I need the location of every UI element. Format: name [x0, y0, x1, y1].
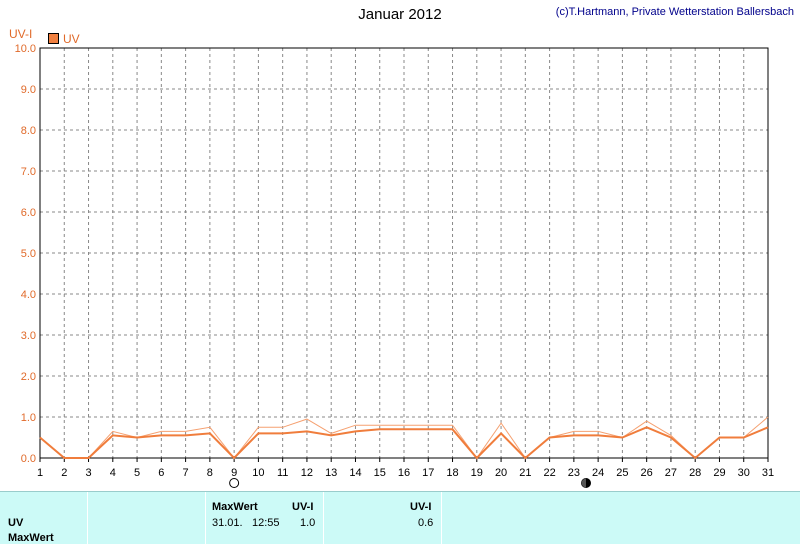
y-tick-label: 10.0	[15, 43, 36, 55]
x-tick-label: 3	[85, 467, 91, 479]
y-tick-label: 0.0	[21, 453, 36, 465]
y-axis: 0.0 1.0 2.0 3.0 4.0 5.0 6.0 7.0 8.0 9.0 10.0	[15, 43, 36, 465]
series-layer	[39, 416, 769, 460]
grid-layer	[39, 47, 769, 459]
maxwert-date: 31.01.	[212, 517, 243, 529]
y-tick-label: 2.0	[21, 371, 36, 383]
x-tick-label: 23	[568, 467, 580, 479]
x-axis: 1 2 3 4 5 6 7 8 9 10 11 12 13 14 15 16 17 18 19 20 21 22 23 24 2…	[37, 458, 774, 479]
legend: UV	[48, 32, 80, 46]
x-tick-label: 5	[134, 467, 140, 479]
maxwert-time: 12:55	[252, 517, 280, 529]
footer-value-column: UV-I 0.6	[324, 492, 442, 544]
x-tick-label: 21	[519, 467, 531, 479]
summary-table: UV MaxWert MaxWert UV-I 31.01. 12:55 1.0…	[0, 491, 800, 544]
y-tick-label: 3.0	[21, 330, 36, 342]
x-tick-label: 8	[207, 467, 213, 479]
x-tick-label: 25	[616, 467, 628, 479]
x-tick-label: 19	[471, 467, 483, 479]
footer-label-column: UV MaxWert	[0, 492, 88, 544]
x-tick-label: 22	[543, 467, 555, 479]
y-axis-label: UV-I	[9, 27, 33, 41]
moon-shade	[581, 478, 586, 488]
x-tick-label: 1	[37, 467, 43, 479]
y-tick-label: 8.0	[21, 125, 36, 137]
maxwert-header: MaxWert	[212, 501, 258, 513]
maxwert-value: 1.0	[300, 517, 316, 529]
row-label-uv: UV	[8, 517, 24, 529]
x-tick-label: 6	[158, 467, 164, 479]
full-moon-icon	[229, 478, 240, 488]
x-tick-label: 15	[374, 467, 386, 479]
y-tick-label: 9.0	[21, 84, 36, 96]
x-tick-label: 11	[277, 467, 288, 479]
x-tick-label: 18	[446, 467, 458, 479]
value-unit: UV-I	[410, 501, 432, 513]
x-tick-label: 2	[61, 467, 67, 479]
x-tick-label: 16	[398, 467, 410, 479]
legend-swatch	[48, 33, 59, 44]
row-label-maxwert: MaxWert	[8, 532, 54, 544]
x-tick-label: 12	[301, 467, 313, 479]
x-tick-label: 20	[495, 467, 507, 479]
moon-circle	[229, 478, 240, 488]
x-tick-label: 13	[325, 467, 337, 479]
series-line-uv	[39, 426, 769, 460]
x-tick-label: 14	[349, 467, 361, 479]
x-tick-label: 4	[110, 467, 116, 479]
copyright-text: (c)T.Hartmann, Private Wetterstation Bal…	[555, 6, 794, 18]
value-average: 0.6	[418, 517, 434, 529]
y-tick-label: 5.0	[21, 248, 36, 260]
x-tick-label: 30	[738, 467, 750, 479]
x-tick-label: 27	[665, 467, 677, 479]
legend-label: UV	[63, 32, 80, 46]
moon-layer	[229, 478, 591, 488]
x-tick-label: 24	[592, 467, 604, 479]
x-tick-label: 9	[231, 467, 237, 479]
footer-maxwert-column: MaxWert UV-I 31.01. 12:55 1.0	[206, 492, 324, 544]
chart-title: Januar 2012	[358, 6, 442, 23]
y-tick-label: 7.0	[21, 166, 36, 178]
y-tick-label: 1.0	[21, 412, 36, 424]
x-tick-label: 29	[713, 467, 725, 479]
x-tick-label: 7	[183, 467, 189, 479]
y-tick-label: 4.0	[21, 289, 36, 301]
y-tick-label: 6.0	[21, 207, 36, 219]
x-tick-label: 28	[689, 467, 701, 479]
maxwert-unit: UV-I	[292, 501, 314, 513]
series-line-max	[39, 416, 769, 459]
x-tick-label: 10	[252, 467, 264, 479]
x-tick-label: 31	[762, 467, 774, 479]
footer-empty-column	[88, 492, 206, 544]
new-moon-icon	[581, 478, 591, 488]
x-tick-label: 17	[422, 467, 434, 479]
x-tick-label: 26	[641, 467, 653, 479]
